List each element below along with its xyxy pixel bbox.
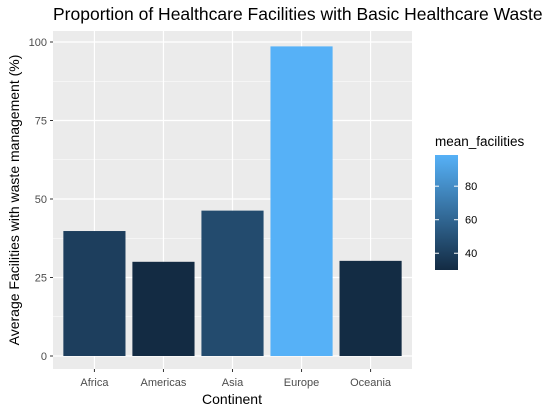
y-tick-label: 50 — [35, 194, 47, 206]
x-tick-label: Europe — [284, 377, 319, 389]
legend-title: mean_facilities — [435, 134, 525, 149]
y-tick-label: 75 — [35, 116, 47, 128]
x-axis-title: Continent — [202, 391, 262, 407]
y-tick-label: 25 — [35, 273, 47, 285]
bar-asia — [201, 210, 264, 356]
x-tick-label: Oceania — [350, 377, 392, 389]
legend-tick-label: 80 — [465, 181, 477, 193]
legend-colorbar — [435, 155, 458, 270]
bar-americas — [132, 261, 195, 356]
y-tick-label: 0 — [41, 351, 47, 363]
legend-tick-label: 40 — [465, 248, 477, 260]
y-tick-label: 100 — [29, 37, 47, 49]
x-tick-label: Americas — [141, 377, 187, 389]
chart-title: Proportion of Healthcare Facilities with… — [53, 4, 543, 24]
bar-africa — [63, 231, 126, 356]
y-axis-title: Average Facilities with waste management… — [6, 55, 22, 346]
x-tick-label: Africa — [80, 377, 109, 389]
bar-oceania — [339, 260, 402, 356]
bars — [63, 46, 402, 357]
legend: mean_facilities 40 60 80 — [435, 134, 525, 270]
bar-europe — [270, 46, 333, 357]
x-axis: Africa Americas Asia Europe Oceania — [80, 369, 392, 389]
y-axis: 0 25 50 75 100 — [29, 37, 53, 363]
legend-ticks: 40 60 80 — [435, 181, 477, 260]
x-tick-label: Asia — [222, 377, 244, 389]
legend-tick-label: 60 — [465, 215, 477, 227]
